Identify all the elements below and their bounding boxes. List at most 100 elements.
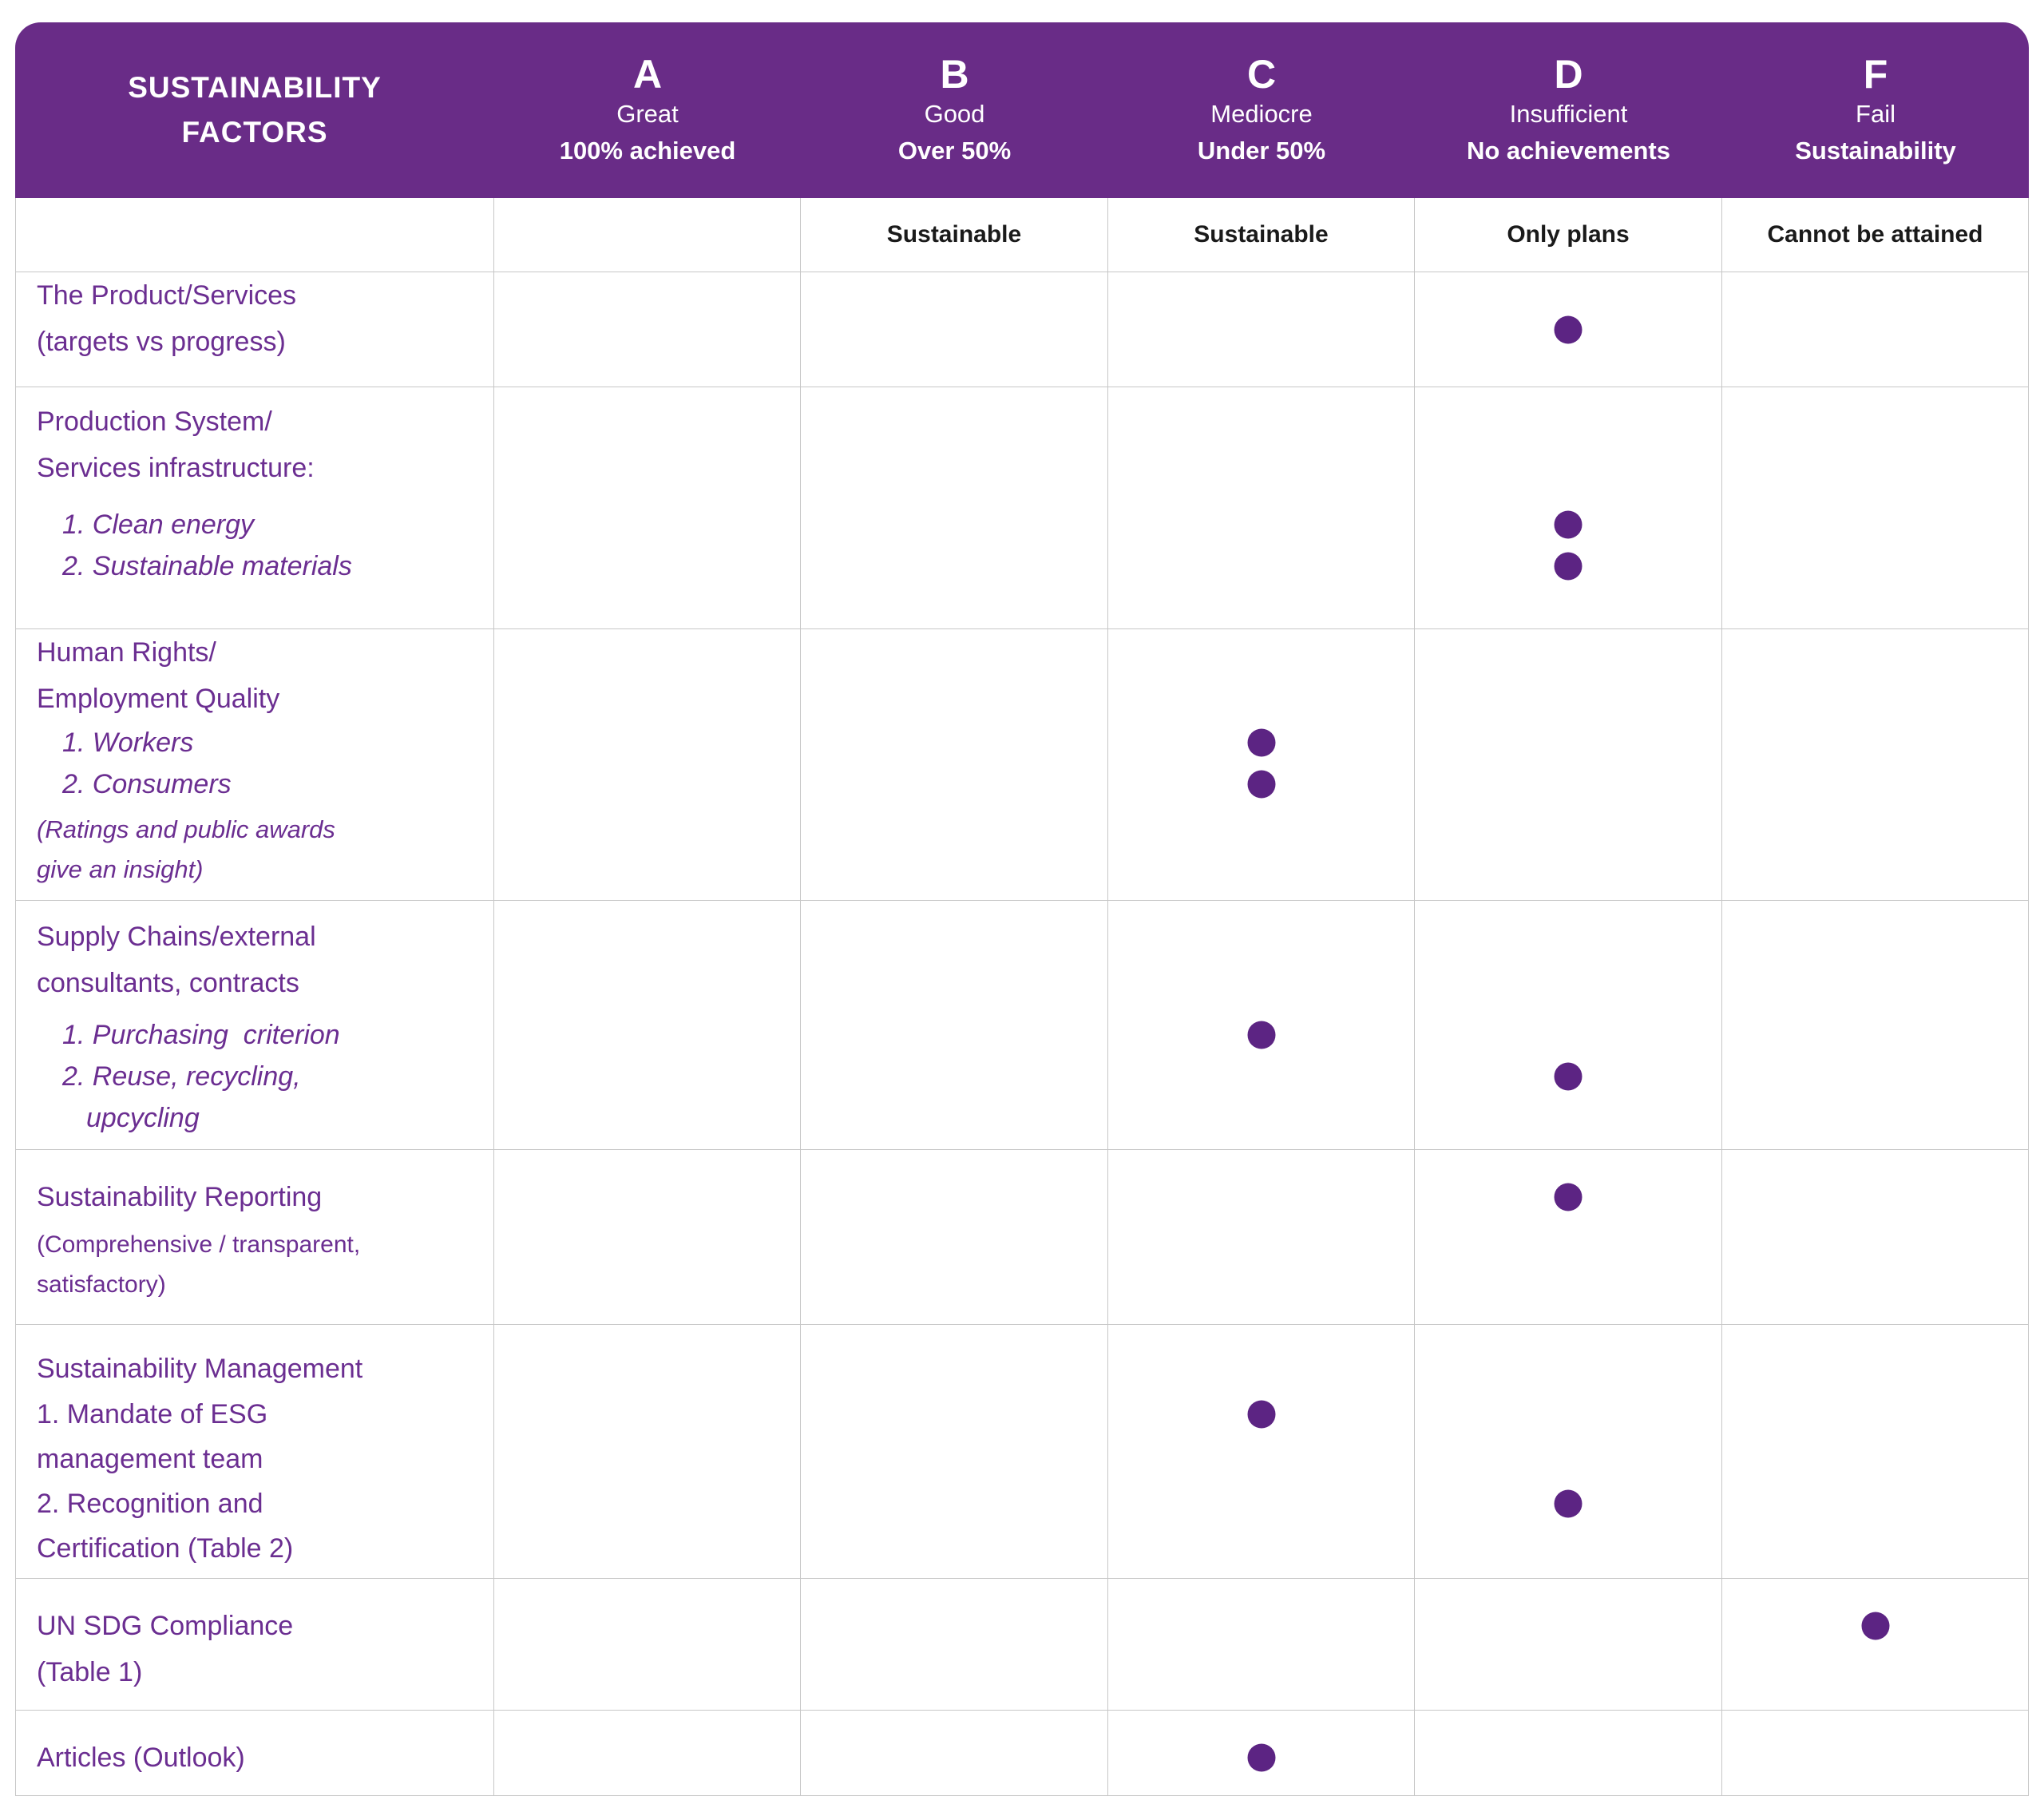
factor-line: Sustainability Reporting (37, 1182, 323, 1212)
factor-line: Human Rights/ (37, 637, 216, 668)
grade-dot (1554, 315, 1583, 344)
factor-label: UN SDG Compliance (Table 1) (15, 1579, 494, 1710)
grade-cell-f (1722, 901, 2029, 1149)
factor-subitem: 2. Consumers (62, 769, 232, 799)
grade-cell-a (494, 901, 801, 1149)
factor-subitem: management team (37, 1444, 263, 1474)
row-supply-chains: Supply Chains/external consultants, cont… (15, 901, 2029, 1150)
column-header-grade-b: B Good Over 50% (801, 22, 1108, 198)
grade-cell-c (1108, 1579, 1415, 1710)
grade-cell-f (1722, 272, 2029, 387)
grade-cell-c (1108, 272, 1415, 387)
grade-letter: C (1246, 52, 1277, 97)
grade-cell-d (1415, 629, 1722, 900)
grade-cell-d (1415, 1150, 1722, 1324)
factor-subitem: 1. Purchasing criterion (62, 1020, 340, 1050)
grade-cell-a (494, 272, 801, 387)
grade-cell-f (1722, 387, 2029, 628)
grade-dot (1861, 1612, 1889, 1640)
grade-cell-c (1108, 901, 1415, 1149)
factor-line: Sustainability Management (37, 1354, 363, 1384)
grade-dot (1247, 728, 1275, 757)
grade-name: Insufficient (1509, 100, 1628, 128)
grade-letter: D (1554, 52, 1583, 97)
grade-dot (1247, 770, 1275, 799)
grade-cell-b (801, 1150, 1108, 1324)
factor-line: The Product/Services (37, 280, 297, 311)
grade-cell-d (1415, 272, 1722, 387)
factor-label: Sustainability Reporting (Comprehensive … (15, 1150, 494, 1324)
grade-cell-d (1415, 1579, 1722, 1710)
factor-subitem: Certification (Table 2) (37, 1533, 294, 1564)
factor-subitem: 2. Recognition and (37, 1489, 263, 1519)
column-header-grade-f: F Fail Sustainability (1722, 22, 2029, 198)
grade-dot (1247, 1400, 1275, 1429)
column-header-grade-a: A Great 100% achieved (494, 22, 801, 198)
grade-cell-b (801, 1711, 1108, 1795)
factor-subitem: 1. Workers (62, 728, 194, 758)
factor-label: Articles (Outlook) (15, 1711, 494, 1795)
factor-label: Sustainability Management 1. Mandate of … (15, 1325, 494, 1578)
grade-cell-f (1722, 1325, 2029, 1578)
factor-subitem: 2. Sustainable materials (62, 551, 352, 581)
grade-cell-c (1108, 1711, 1415, 1795)
grade-cell-a (494, 629, 801, 900)
factor-line: Supply Chains/external (37, 922, 316, 952)
grade-cell-d (1415, 1711, 1722, 1795)
plan-status-row: Sustainable Sustainable Only plans Canno… (15, 198, 2029, 272)
factor-line: consultants, contracts (37, 968, 299, 998)
grade-cell-a (494, 1325, 801, 1578)
factor-label: Human Rights/ Employment Quality 1. Work… (15, 629, 494, 900)
grade-dot (1247, 1743, 1275, 1772)
table-title: SUSTAINABILITY FACTORS (15, 22, 494, 198)
grade-cell-a (494, 387, 801, 628)
grade-criteria: Under 50% (1197, 137, 1326, 165)
grade-letter: B (940, 52, 969, 97)
grade-cell-c (1108, 387, 1415, 628)
grade-cell-b (801, 272, 1108, 387)
grade-dot (1554, 552, 1583, 581)
plan-status-a (494, 198, 801, 272)
factor-line: Articles (Outlook) (37, 1743, 245, 1773)
plan-status-f: Cannot be attained (1722, 198, 2029, 272)
column-header-grade-c: C Mediocre Under 50% (1108, 22, 1415, 198)
grade-criteria: No achievements (1467, 137, 1670, 165)
factor-line: Production System/ (37, 406, 272, 437)
grade-cell-a (494, 1579, 801, 1710)
plan-status-c: Sustainable (1108, 198, 1415, 272)
factor-note: give an insight) (37, 855, 204, 883)
factor-label: Production System/ Services infrastructu… (15, 387, 494, 628)
factor-note: (Comprehensive / transparent, (37, 1231, 361, 1258)
grade-cell-b (801, 387, 1108, 628)
grade-cell-b (801, 901, 1108, 1149)
factor-subitem: 1. Mandate of ESG (37, 1399, 268, 1429)
factor-note: satisfactory) (37, 1271, 166, 1298)
factor-subitem: upcycling (86, 1103, 200, 1133)
grade-criteria: Sustainability (1795, 137, 1956, 165)
grade-name: Great (616, 100, 679, 128)
grade-dot (1554, 510, 1583, 539)
row-un-sdg-compliance: UN SDG Compliance (Table 1) (15, 1579, 2029, 1711)
grade-criteria: 100% achieved (559, 137, 736, 165)
grade-cell-b (801, 1579, 1108, 1710)
factor-label: The Product/Services (targets vs progres… (15, 272, 494, 387)
table-title-line2: FACTORS (181, 116, 328, 149)
grade-cell-d (1415, 387, 1722, 628)
sustainability-rubric-table: SUSTAINABILITY FACTORS A Great 100% achi… (15, 22, 2029, 1796)
grade-cell-a (494, 1150, 801, 1324)
grade-dot (1247, 1021, 1275, 1049)
factor-line: (targets vs progress) (37, 327, 286, 357)
grade-cell-c (1108, 629, 1415, 900)
grade-cell-d (1415, 901, 1722, 1149)
grade-cell-f (1722, 629, 2029, 900)
factor-line: Services infrastructure: (37, 453, 315, 483)
grade-cell-a (494, 1711, 801, 1795)
grade-cell-d (1415, 1325, 1722, 1578)
table-header: SUSTAINABILITY FACTORS A Great 100% achi… (15, 22, 2029, 198)
factor-line: UN SDG Compliance (37, 1611, 294, 1641)
column-header-grade-d: D Insufficient No achievements (1415, 22, 1722, 198)
grade-dot (1554, 1062, 1583, 1091)
factor-subitem: 2. Reuse, recycling, (62, 1061, 301, 1092)
grade-name: Good (924, 100, 985, 128)
grade-cell-c (1108, 1150, 1415, 1324)
